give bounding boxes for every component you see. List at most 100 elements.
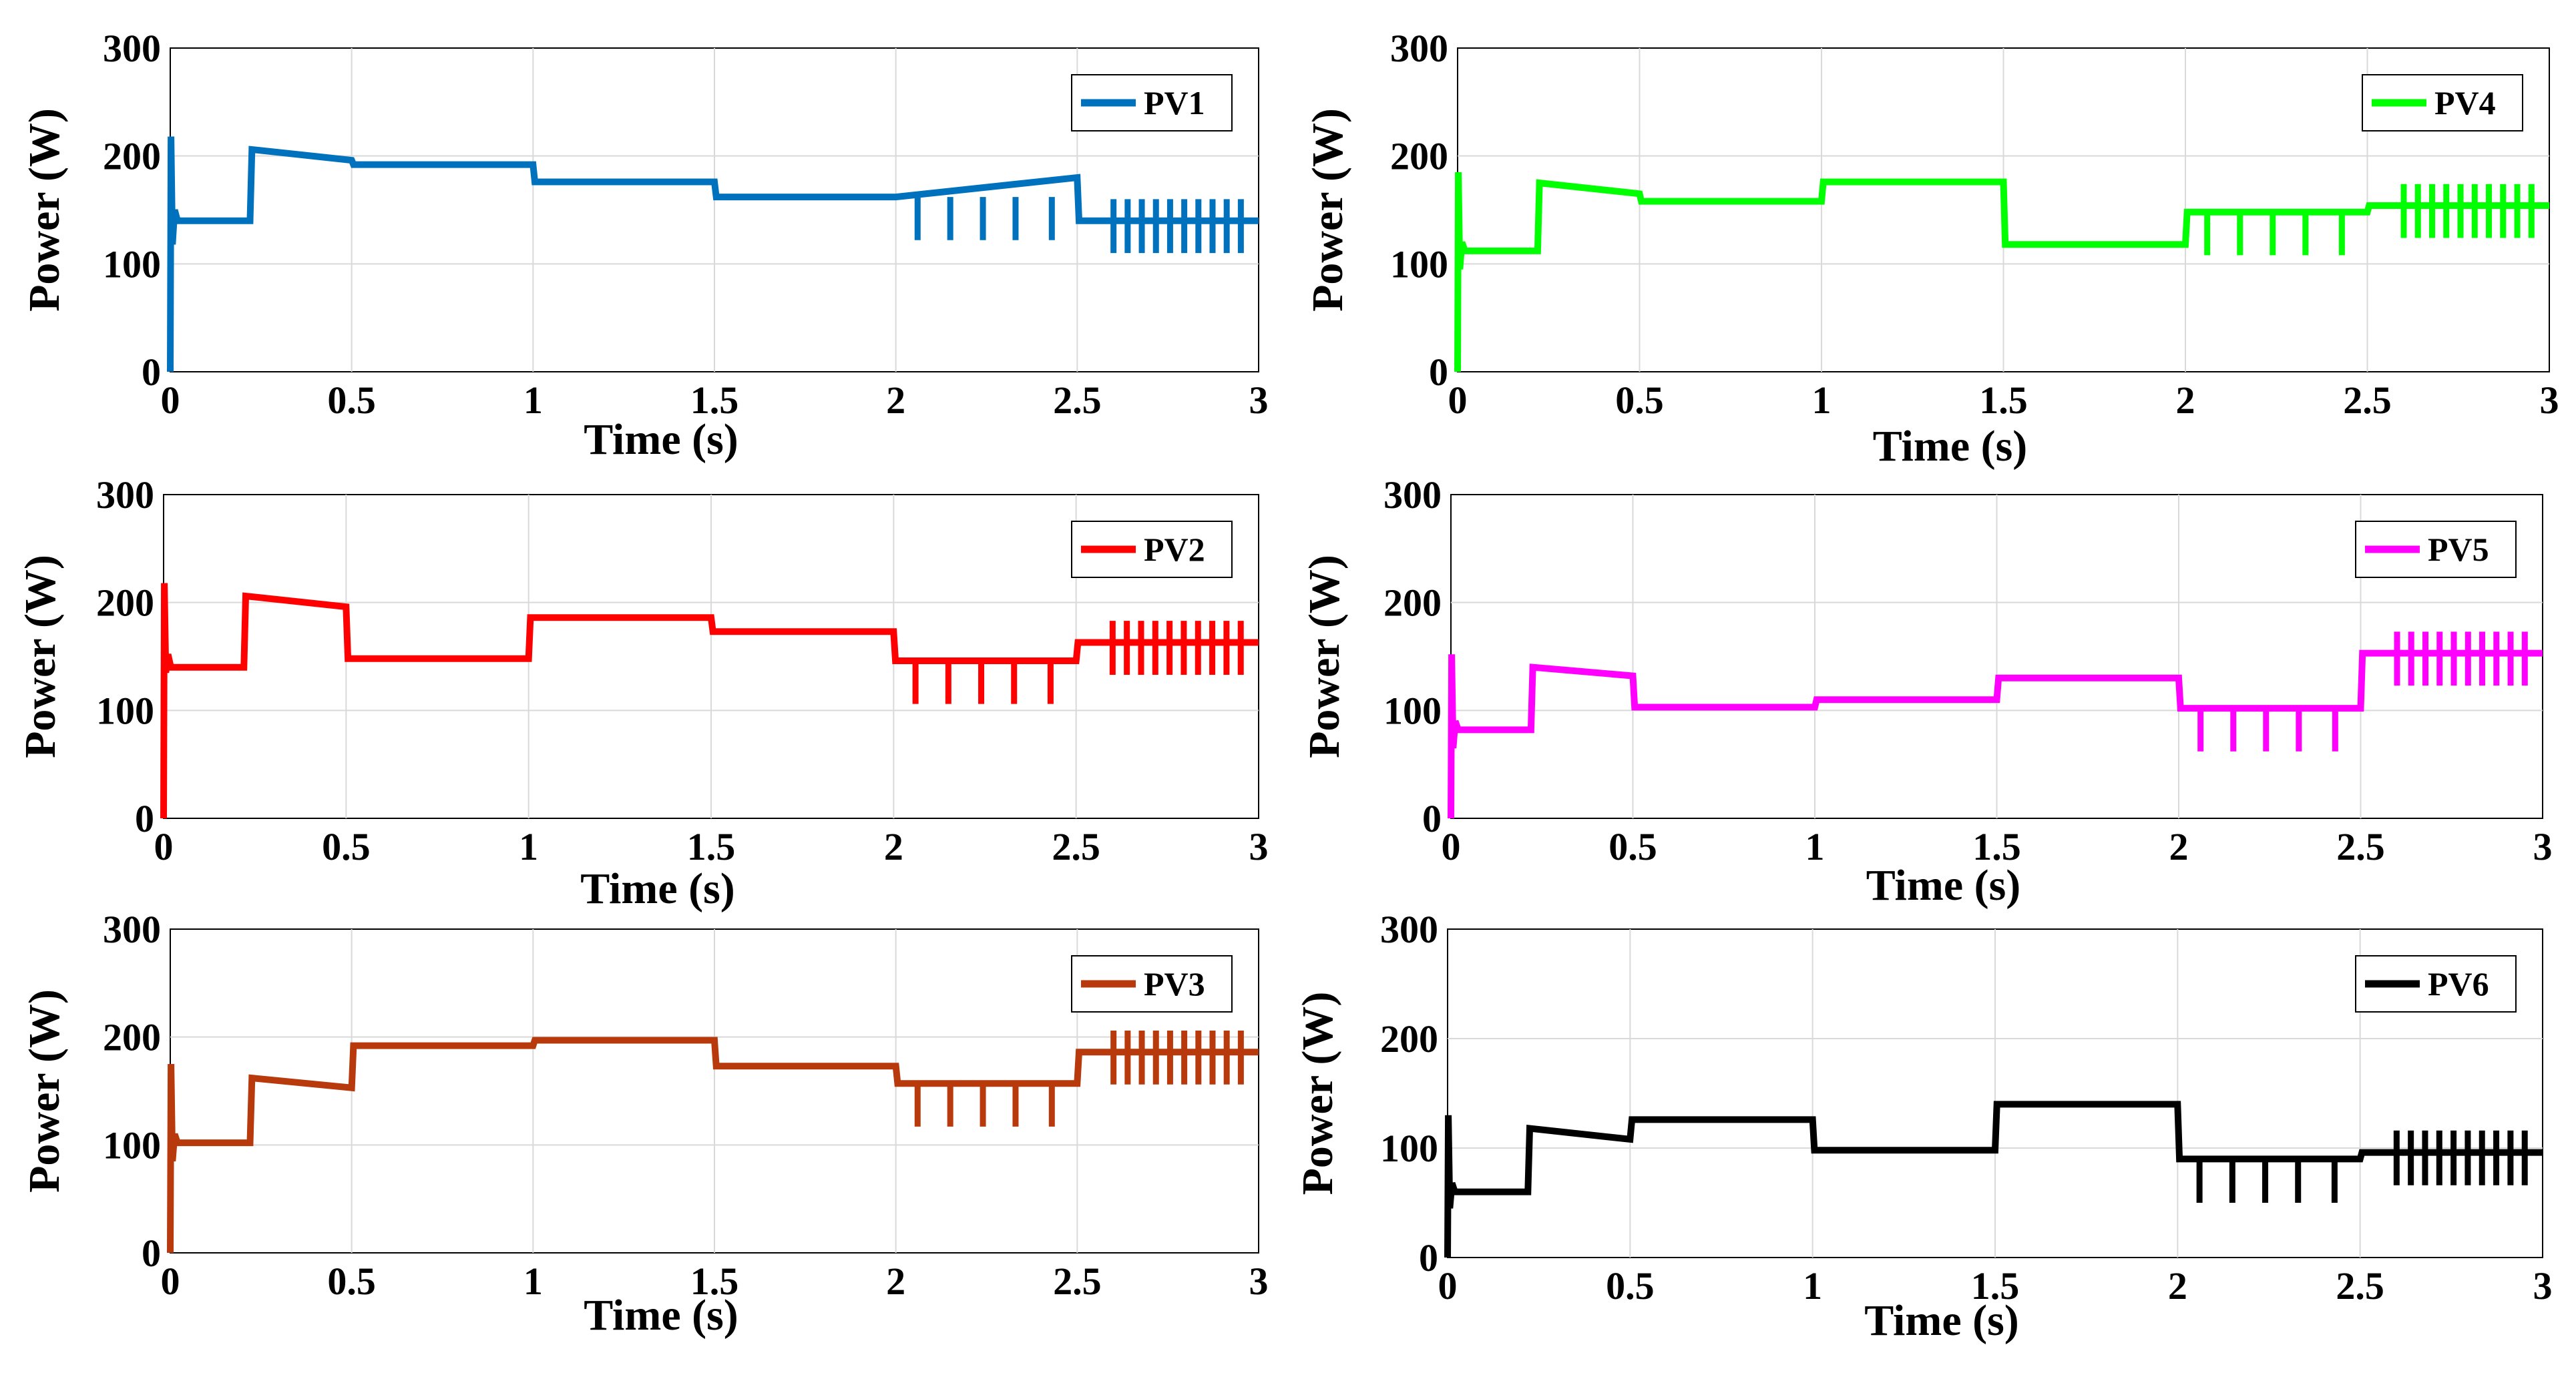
x-tick-label: 2	[884, 825, 903, 868]
legend: PV1	[1071, 74, 1233, 131]
y-tick-label: 100	[1383, 689, 1442, 732]
x-tick-label: 1	[523, 1260, 543, 1303]
x-axis-label: Time (s)	[580, 864, 735, 913]
legend: PV2	[1071, 521, 1233, 578]
x-tick-label: 3	[1249, 378, 1269, 422]
x-tick-label: 3	[2533, 1264, 2553, 1308]
switching-transients	[914, 1030, 1244, 1127]
x-tick-label: 1.5	[1979, 378, 2028, 422]
y-tick-label: 300	[103, 908, 161, 951]
x-tick-label: 3	[1249, 1260, 1269, 1303]
y-tick-label: 300	[1380, 908, 1438, 951]
x-tick-label: 0.5	[1615, 378, 1664, 422]
legend-label: PV1	[1144, 84, 1205, 121]
y-tick-label: 300	[1383, 473, 1442, 517]
x-axis-label: Time (s)	[584, 415, 738, 464]
series-line-pv2	[160, 583, 1259, 819]
x-tick-label: 0.5	[327, 1260, 376, 1303]
x-tick-label: 1	[1812, 378, 1832, 422]
y-tick-label: 300	[96, 473, 154, 517]
x-tick-label: 2	[886, 1260, 905, 1303]
legend: PV5	[2355, 521, 2517, 578]
legend-label: PV3	[1144, 965, 1205, 1003]
legend-label: PV5	[2428, 531, 2489, 568]
x-axis-label: Time (s)	[584, 1291, 738, 1340]
y-tick-label: 100	[96, 689, 154, 732]
y-axis-label: Power (W)	[1293, 992, 1342, 1195]
y-axis-label: Power (W)	[20, 108, 69, 312]
y-axis-label: Power (W)	[20, 989, 69, 1193]
x-tick-label: 0.5	[1608, 825, 1657, 868]
y-tick-label: 100	[103, 242, 161, 286]
x-tick-label: 2.5	[2343, 378, 2392, 422]
series-line-pv6	[1444, 1101, 2543, 1258]
y-tick-label: 200	[96, 581, 154, 625]
x-tick-label: 1	[519, 825, 538, 868]
y-tick-label: 0	[142, 1231, 161, 1275]
x-tick-label: 0	[154, 825, 174, 868]
y-tick-label: 200	[103, 1016, 161, 1059]
x-tick-label: 2.5	[1052, 825, 1100, 868]
chart-pv3: 0 0.5 1 1.5 2 2.5 3 0 100 200 300 Time (s) Power (W)…	[20, 908, 1269, 1340]
x-tick-label: 0.5	[322, 825, 371, 868]
x-tick-label: 0	[1448, 378, 1468, 422]
y-tick-label: 200	[103, 135, 161, 178]
x-tick-label: 1	[1805, 825, 1825, 868]
y-tick-label: 100	[1380, 1127, 1438, 1170]
x-tick-label: 3	[1249, 825, 1269, 868]
switching-transients	[914, 197, 1244, 254]
y-tick-label: 0	[1429, 350, 1448, 394]
x-tick-label: 1.5	[1972, 825, 2021, 868]
x-tick-label: 0.5	[327, 378, 376, 422]
y-tick-label: 200	[1380, 1017, 1438, 1061]
legend-label: PV6	[2428, 965, 2489, 1003]
switching-transients	[2204, 184, 2535, 256]
x-tick-label: 2	[2169, 825, 2189, 868]
x-axis-label: Time (s)	[1864, 1296, 2019, 1345]
series-line-pv4	[1454, 172, 2549, 372]
switching-transients	[912, 621, 1244, 704]
y-tick-label: 300	[1390, 27, 1448, 70]
x-tick-label: 1.5	[690, 1260, 739, 1303]
chart-pv5: 0 0.5 1 1.5 2 2.5 3 0 100 200 300 Time (s) Power (W)…	[1300, 473, 2553, 910]
x-tick-label: 0.5	[1606, 1264, 1655, 1308]
legend-label: PV4	[2434, 84, 2496, 121]
chart-pv4: 0 0.5 1 1.5 2 2.5 3 0 100 200 300 Time (s) Power (W)…	[1303, 27, 2559, 471]
y-tick-label: 0	[1422, 797, 1442, 840]
legend: PV6	[2355, 955, 2517, 1013]
x-tick-label: 1	[1803, 1264, 1822, 1308]
x-tick-label: 0	[161, 1260, 180, 1303]
series-line-pv1	[167, 136, 1259, 372]
series-line-pv5	[1448, 649, 2543, 819]
x-tick-label: 3	[2533, 825, 2553, 868]
y-tick-label: 200	[1390, 135, 1448, 178]
y-tick-label: 0	[142, 350, 161, 394]
x-tick-label: 2	[886, 378, 905, 422]
legend: PV3	[1071, 955, 1233, 1013]
y-tick-label: 300	[103, 27, 161, 70]
x-axis-label: Time (s)	[1873, 422, 2028, 471]
x-tick-label: 1	[523, 378, 543, 422]
x-tick-label: 2.5	[1053, 1260, 1102, 1303]
switching-transients	[2197, 631, 2528, 752]
x-tick-label: 2.5	[2336, 1264, 2384, 1308]
x-tick-label: 3	[2540, 378, 2559, 422]
y-axis-label: Power (W)	[1300, 555, 1349, 758]
x-axis-label: Time (s)	[1866, 861, 2021, 910]
y-tick-label: 100	[103, 1123, 161, 1167]
x-tick-label: 1.5	[687, 825, 736, 868]
y-tick-label: 0	[135, 797, 154, 840]
x-tick-label: 1.5	[1971, 1264, 2020, 1308]
x-tick-label: 2.5	[1053, 378, 1102, 422]
y-axis-label: Power (W)	[16, 555, 65, 758]
y-tick-label: 100	[1390, 242, 1448, 286]
x-tick-label: 0	[1442, 825, 1461, 868]
chart-pv1: 0 0.5 1 1.5 2 2.5 3 0 100 200 300 Time (s) Power (W)…	[20, 27, 1269, 464]
x-tick-label: 2	[2168, 1264, 2187, 1308]
series-line-pv3	[167, 1037, 1259, 1254]
legend: PV4	[2362, 74, 2523, 131]
chart-pv2: 0 0.5 1 1.5 2 2.5 3 0 100 200 300 Time (s) Power (W)…	[16, 473, 1269, 913]
x-tick-label: 0	[1438, 1264, 1458, 1308]
x-tick-label: 2	[2176, 378, 2195, 422]
legend-box	[2355, 521, 2517, 578]
